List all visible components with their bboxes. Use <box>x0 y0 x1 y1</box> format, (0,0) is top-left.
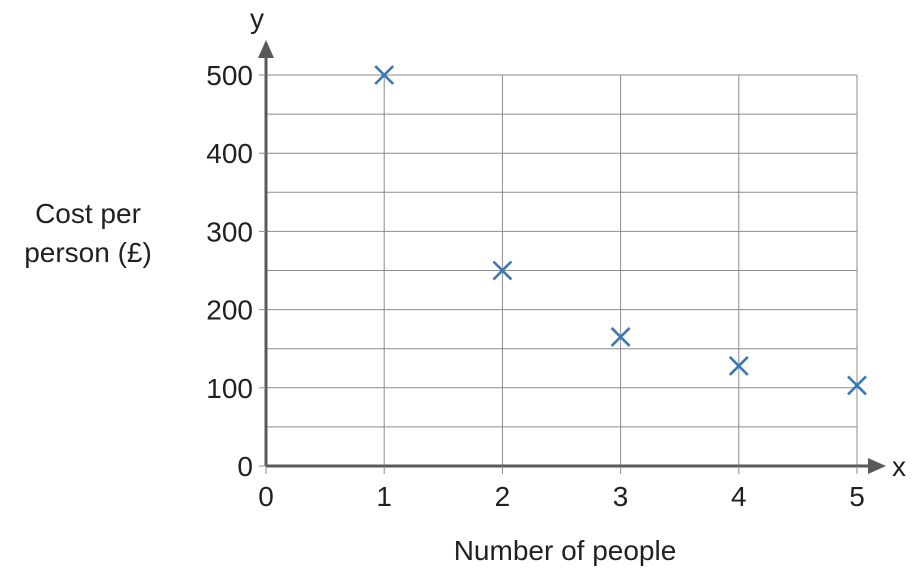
marker-stroke <box>374 65 395 85</box>
grid <box>266 74 858 466</box>
data-point-marker <box>610 327 631 347</box>
y-tick-label: 100 <box>206 373 253 404</box>
y-tick-label: 300 <box>206 216 253 247</box>
y-axis-title-line-2: person (£) <box>24 237 152 268</box>
marker-stroke <box>492 260 513 281</box>
data-points <box>374 65 867 396</box>
x-tick-label: 3 <box>613 481 629 512</box>
y-axis-arrow-icon <box>258 40 274 58</box>
y-tick-label: 400 <box>206 138 253 169</box>
y-axis-title-line-1: Cost per <box>35 198 141 229</box>
marker-stroke <box>847 375 867 396</box>
y-tick-label: 200 <box>206 295 253 326</box>
axes: x y <box>250 3 906 482</box>
x-tick-label: 4 <box>731 481 747 512</box>
data-point-marker <box>847 375 867 396</box>
x-axis-title: Number of people <box>454 535 677 566</box>
y-axis-letter: y <box>250 3 264 34</box>
data-point-marker <box>492 260 513 281</box>
x-tick-label: 2 <box>495 481 511 512</box>
x-tick-label: 5 <box>849 481 865 512</box>
y-tick-label: 500 <box>206 60 253 91</box>
axis-titles: Number of people Cost per person (£) <box>24 198 676 566</box>
marker-stroke <box>610 327 631 347</box>
x-axis-arrow-icon <box>868 458 886 474</box>
data-point-marker <box>728 355 749 376</box>
marker-stroke <box>728 355 749 376</box>
x-tick-label: 0 <box>258 481 274 512</box>
tick-labels: 0 1 2 3 4 5 0 100 200 300 400 500 <box>206 60 865 512</box>
x-axis-letter: x <box>892 451 906 482</box>
y-tick-label: 0 <box>237 451 253 482</box>
data-point-marker <box>374 65 395 85</box>
x-tick-label: 1 <box>376 481 392 512</box>
